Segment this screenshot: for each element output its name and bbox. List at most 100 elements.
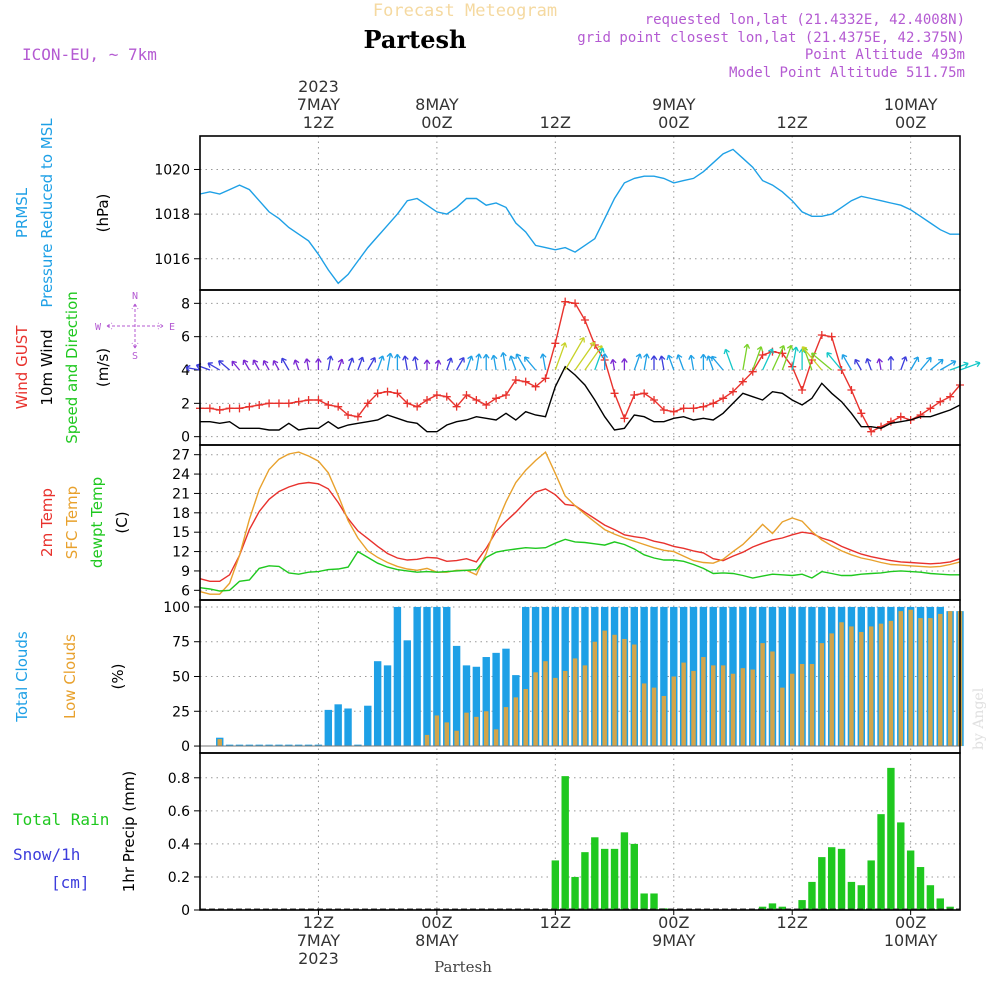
bar <box>730 673 736 747</box>
gust-marker <box>886 417 895 426</box>
wind-arrow <box>262 360 270 371</box>
wind-arrow <box>643 353 650 371</box>
bottom-time-label: 10MAY <box>884 931 938 950</box>
bar <box>551 606 560 747</box>
bar <box>837 848 846 910</box>
y-tick-label: 0.6 <box>168 804 190 820</box>
y-tick-label: 1020 <box>154 162 190 178</box>
bar <box>304 744 313 747</box>
wind-arrow <box>272 360 280 371</box>
wind-arrow <box>231 360 240 371</box>
bar <box>789 673 795 747</box>
gust-marker <box>353 412 362 421</box>
gust-marker <box>699 402 708 411</box>
wind-arrow <box>446 357 454 371</box>
bottom-time-label: 2023 <box>298 949 339 968</box>
y-tick-label: 100 <box>163 600 190 616</box>
bottom-time-label: 9MAY <box>652 931 696 950</box>
wind-arrow <box>456 357 465 371</box>
gust-marker <box>413 402 422 411</box>
bar <box>502 648 510 747</box>
wind-arrow <box>791 346 799 371</box>
rain-label: Total Rain <box>13 810 109 829</box>
wind-arrow <box>337 358 345 371</box>
gust-marker <box>610 389 619 398</box>
gust-marker <box>492 394 501 403</box>
bar <box>740 668 746 747</box>
bar <box>523 689 528 747</box>
y-tick-label: 0.4 <box>168 837 190 853</box>
gust-marker <box>363 399 372 408</box>
panel-clouds: 0 25 50 75 100 Total Clouds Low Clouds (%) <box>13 599 964 755</box>
series-line <box>199 481 961 582</box>
bar <box>543 661 548 747</box>
watermark: by Angel <box>971 687 987 750</box>
bar <box>868 626 874 747</box>
wind-arrow <box>465 355 474 371</box>
wind-arrow <box>854 358 862 371</box>
bar <box>640 893 648 910</box>
bar <box>640 606 648 747</box>
bar <box>946 906 954 910</box>
top-time-label: 00Z <box>895 113 926 132</box>
y-tick-label: 9 <box>181 564 190 580</box>
bar <box>413 606 421 747</box>
bar <box>778 906 787 910</box>
y-tick-label: 6 <box>181 330 190 346</box>
wind-arrow <box>865 357 872 371</box>
bar <box>936 898 944 910</box>
bar <box>691 670 696 747</box>
bar <box>768 903 777 910</box>
bar <box>562 670 568 747</box>
bar <box>660 606 668 747</box>
panel-label: Pressure Reduced to MSL <box>38 118 56 308</box>
y-tick-label: 27 <box>172 448 190 464</box>
bar <box>887 767 895 910</box>
bar <box>444 722 449 747</box>
gust-marker <box>284 399 293 408</box>
model-altitude: Model Point Altitude 511.75m <box>729 65 965 81</box>
gust-marker <box>659 406 668 414</box>
bar <box>778 606 787 747</box>
bar <box>364 705 372 747</box>
bar <box>285 744 293 747</box>
gust-marker <box>679 404 688 413</box>
gust-marker <box>896 412 905 421</box>
wind-arrow <box>688 354 695 371</box>
bar <box>591 837 599 910</box>
gust-marker <box>669 407 678 416</box>
y-tick-label: 8 <box>181 296 190 312</box>
bottom-time-label: 00Z <box>658 913 689 932</box>
bar <box>464 712 469 747</box>
bar <box>671 676 676 747</box>
bottom-time-label: 8MAY <box>415 931 459 950</box>
bar <box>423 606 431 747</box>
wind-arrow <box>676 354 685 371</box>
bar <box>245 744 254 747</box>
bar <box>947 611 953 747</box>
bar <box>897 822 905 910</box>
bar <box>780 687 785 747</box>
wind-arrow <box>574 341 596 371</box>
bar <box>908 609 913 747</box>
panel-label: (%) <box>109 664 127 690</box>
series-line <box>200 300 961 433</box>
y-tick-label: 0 <box>181 903 190 919</box>
wind-arrow <box>475 353 482 371</box>
bar <box>513 697 519 747</box>
gust-marker <box>304 396 313 404</box>
bar <box>600 848 609 910</box>
panel-label: Low Clouds <box>61 634 79 719</box>
y-tick-label: 50 <box>172 670 190 686</box>
wind-arrow <box>207 362 221 371</box>
y-tick-label: 21 <box>172 486 190 502</box>
gust-marker <box>501 391 510 399</box>
bar <box>553 677 558 747</box>
bar <box>849 626 854 747</box>
bar <box>799 663 805 747</box>
precip-axis-label: 1hr Precip (mm) <box>120 771 138 892</box>
bar <box>602 630 607 747</box>
